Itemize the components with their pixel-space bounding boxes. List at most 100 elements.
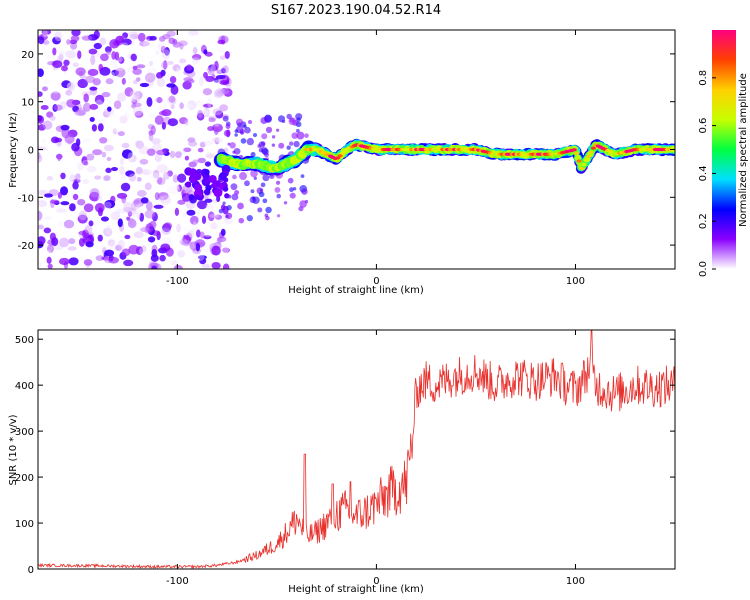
spectrogram-noise-blob [203,71,208,79]
spectrogram-noise-blob [223,218,233,225]
spectrogram-noise-blob [38,199,48,208]
spectrogram-noise-blob [74,109,86,116]
spectrogram-noise-blob [100,216,109,222]
spectrogram-noise-blob [57,192,63,199]
spectrogram-noise-blob [102,110,111,118]
spectrogram-noise-blob [167,170,173,177]
spectrogram-noise-blob [219,80,230,86]
spectrogram-noise-blob [130,94,137,102]
spectrogram-noise-blob [89,86,98,91]
spectrogram-noise-blob [176,223,182,233]
spectrogram-noise-blob [38,236,46,245]
spectrogram-noise-blob [113,125,122,133]
spectrogram-noise-blob [38,152,41,160]
spectrogram-noise-blob [117,208,124,214]
spectrogram-noise-blob [51,237,59,247]
spectrogram-noise-blob [212,136,223,144]
spectrogram-signal-cell [208,174,217,183]
spectrogram-noise-blob [186,64,193,71]
spectrogram-noise-blob [77,214,88,224]
colorbar-tick-label: 0.8 [698,70,709,86]
spectrogram-noise-blob [207,211,215,222]
spectrogram-noise-blob [208,117,216,123]
x-tick-label: 0 [373,276,379,287]
spectrogram-noise-blob [54,31,63,42]
spectrogram-noise-blob [135,140,145,150]
spectrogram-noise-blob [117,239,125,250]
spectrogram-noise-blob [139,227,150,233]
spectrogram-noise-blob [137,176,142,182]
spectrogram-noise-blob [147,236,156,243]
spectrogram-noise-blob [43,79,51,85]
spectrogram-noise-blob [89,117,95,122]
spectrogram-noise-blob [139,247,148,256]
spectrogram-noise-blob [38,189,48,196]
spectrogram-noise-blob [163,60,168,70]
spectrogram-noise-blob [110,211,121,221]
spectrogram-noise-blob [124,234,131,240]
spectrogram-noise-blob [140,197,149,204]
spectrogram-noise-blob [200,256,206,262]
spectrogram-noise-blob [136,261,143,269]
spectrogram-noise-blob [205,151,213,160]
spectrogram-noise-blob [46,244,55,253]
spectrogram-noise-blob [87,68,99,77]
spectrogram-noise-blob [257,207,263,213]
spectrogram-noise-blob [38,68,44,77]
spectrogram-noise-blob [203,49,208,55]
spectrogram-noise-blob [156,164,168,173]
spectrogram-noise-blob [131,95,141,103]
spectrogram-noise-blob [291,132,299,139]
spectrogram-noise-blob [83,203,94,213]
spectrogram-noise-blob [211,245,221,256]
spectrogram-noise-blob [66,39,71,45]
spectrogram-noise-blob [120,175,127,180]
spectrogram-noise-blob [210,222,218,230]
spectrogram-noise-blob [49,199,60,204]
spectrogram-noise-blob [154,192,160,201]
spectrogram-noise-blob [237,202,244,210]
spectrogram-noise-blob [82,102,91,112]
snr-panel: -100 0 100 0 100 200 300 400 500 Height of strai… [8,329,676,595]
spectrogram-noise-blob [222,201,226,205]
y-tick-label: 0 [28,565,34,576]
spectrogram-noise-blob [121,77,126,85]
spectrogram-noise-blob [63,59,70,66]
spectrogram-noise-blob [202,103,214,108]
spectrogram-noise-blob [227,142,231,146]
spectrogram-noise-blob [205,153,217,158]
spectrogram-noise-blob [119,165,125,176]
spectrogram-noise-blob [192,46,198,55]
spectrogram-noise-blob [160,243,171,252]
spectrogram-noise-blob [178,234,185,239]
spectrogram-noise-blob [153,204,164,209]
spectrogram-noise-blob [187,30,199,36]
spectrogram-noise-blob [97,234,103,242]
spectrogram-noise-blob [198,76,204,87]
spectrogram-noise-blob [85,75,96,84]
spectrogram-noise-blob [127,152,135,162]
spectrogram-noise-blob [57,220,64,228]
spectrogram-noise-blob [181,212,187,218]
spectrogram-noise-blob [289,187,294,193]
spectrogram-noise-blob [265,206,272,214]
spectrogram-noise-blob [139,145,149,155]
spectrogram-noise-blob [260,116,268,125]
spectrogram-noise-blob [278,142,285,149]
spectrogram-noise-blob [139,158,149,165]
spectrogram-noise-blob [82,138,92,144]
spectrogram-noise-blob [69,174,77,182]
spectrogram-noise-blob [132,68,142,75]
spectrogram-noise-blob [172,64,181,72]
spectrogram-noise-blob [281,119,286,124]
spectrogram-noise-blob [113,65,125,71]
spectrogram-noise-blob [216,195,221,203]
spectrogram-noise-blob [226,204,232,211]
spectrogram-noise-blob [53,104,63,111]
spectrogram-signal-cell [210,182,217,189]
spectrogram-noise-blob [186,209,196,216]
spectrogram-noise-blob [46,176,54,181]
spectrogram-signal-core [586,154,592,158]
spectrogram-noise-blob [103,144,114,152]
spectrogram-noise-blob [217,39,226,45]
